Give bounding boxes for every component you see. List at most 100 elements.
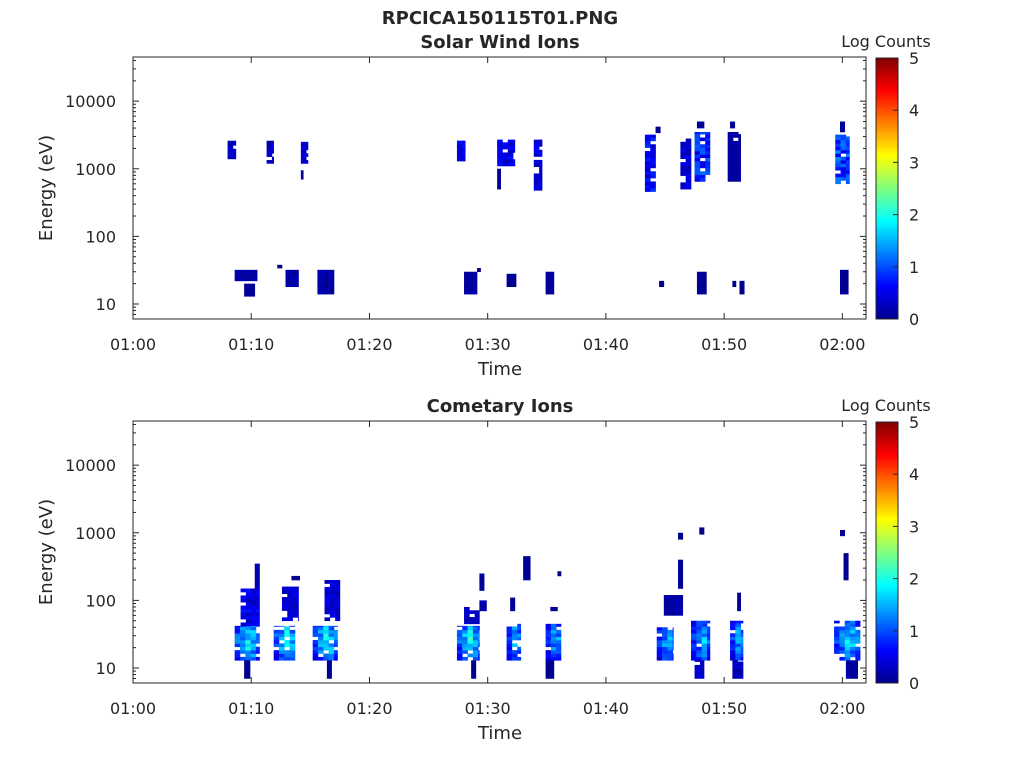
cometary-ions-cluster [506,623,522,661]
cometary-ions-cluster [464,606,480,625]
cometary-ions-cell [856,660,859,662]
cometary-ions-cell [706,620,711,624]
solar-wind-ions-colorbar-tick-label: 5 [909,49,919,68]
solar-wind-ions-cell [333,280,335,285]
solar-wind-ions-cell [290,276,297,281]
cometary-ions-cell [250,656,257,661]
cometary-ions-cell [855,656,861,661]
cometary-ions-cell [556,640,562,644]
cometary-ions-cell [696,636,702,641]
solar-wind-ions-cell [644,184,651,189]
cometary-ions-cell [251,598,257,603]
solar-wind-ions-cell [685,148,692,153]
cometary-ions-cell [844,623,851,627]
cometary-ions-cell [511,636,518,641]
solar-wind-ions-colorbar-label: Log Counts [841,32,931,51]
cometary-ions-cell [839,643,846,648]
solar-wind-ions-cell [497,142,503,146]
solar-wind-ions-cell [845,270,849,275]
solar-wind-ions-cluster [234,269,258,282]
cometary-ions-cell [249,671,251,676]
cometary-ions-cell [855,653,861,658]
solar-wind-ions-cell [705,164,711,169]
cometary-ions-cell [335,580,341,584]
cometary-ions-cell [464,620,470,625]
cometary-ions-cell [839,633,846,637]
solar-wind-ions-xtick-label: 01:10 [228,335,274,354]
solar-wind-ions-cell [705,147,711,152]
solar-wind-ions-cell [694,154,701,159]
cometary-ions-cell [511,656,518,661]
solar-wind-ions-cell [317,277,324,281]
solar-wind-ions-cell [227,155,234,160]
solar-wind-ions-ticks: 01:00 01:10 01:20 01:30 01:40 01:50 02:00 10 100… [65,57,866,354]
cometary-ions-cell [528,576,531,581]
cometary-ions-cell [287,586,293,588]
cometary-ions-cell [289,643,296,648]
solar-wind-ions-cell [705,137,711,142]
cometary-ions-cell [329,580,336,584]
cometary-ions-cell [735,636,741,641]
cometary-ions-cell [324,617,331,622]
cometary-ions-cell [694,671,701,676]
cometary-ions-cell [511,633,518,637]
cometary-ions-cell [328,643,335,648]
solar-wind-ions-cell [680,162,687,166]
cometary-ions-cell [255,646,260,651]
cometary-ions-cell [456,646,463,651]
cometary-ions-cell [323,640,329,644]
solar-wind-ions-cell [650,184,656,189]
solar-wind-ions-cell [533,186,540,191]
cometary-ions-cell [335,607,341,611]
cometary-ions-cell [672,633,674,637]
cometary-ions-cell [834,646,840,651]
solar-wind-ions-cell [296,269,299,274]
solar-wind-ions-cell [497,159,503,163]
cometary-ions-cell [855,623,861,627]
solar-wind-ions-cell [696,121,703,125]
cometary-ions-xtick-label: 01:10 [228,699,274,718]
cometary-ions-cell [556,653,562,658]
cometary-ions-cell [844,633,851,637]
cometary-ions-cell [556,629,562,634]
cometary-ions-cell [281,617,288,622]
cometary-ions-cell [691,629,697,634]
solar-wind-ions-cell [840,166,847,171]
solar-wind-ions-cell [497,185,501,190]
solar-wind-ions-colorbar-ticks: 0 1 2 3 4 5 [893,49,919,329]
solar-wind-ions-cell [497,162,503,167]
cometary-ions-cell [845,664,852,669]
cometary-ions-cell [279,643,285,648]
solar-wind-ions-cell [462,150,466,155]
solar-wind-ions-cell [456,147,463,152]
solar-wind-ions-cluster [533,139,543,191]
cometary-ions-cell [333,643,338,648]
cometary-ions-cell [737,664,744,669]
cometary-ions-cell [691,646,697,651]
cometary-ions-cell [335,613,341,618]
solar-wind-ions-cell [462,140,466,145]
cometary-ions-cell [556,650,562,654]
solar-wind-ions-cell [322,277,329,281]
cometary-ions-cell [550,671,555,676]
cometary-ions-cell [735,629,741,634]
cometary-ions-cell [855,629,861,634]
solar-wind-ions-cell [322,287,329,292]
solar-wind-ions-cell [322,290,329,295]
cometary-ions-cell [479,600,486,602]
solar-wind-ions-cluster [317,269,335,295]
solar-wind-ions-cell [694,134,701,138]
cometary-ions-cell [851,668,857,673]
cometary-ions-cell [244,668,250,673]
solar-wind-ions-ytick-label: 100 [85,227,116,246]
solar-wind-ions-cell [727,164,734,169]
solar-wind-ions-cell [705,144,711,148]
solar-wind-ions-xtick-label: 01:20 [346,335,392,354]
solar-wind-ions-cell [539,153,543,157]
cometary-ions-cell [239,650,246,654]
solar-wind-ions-cell [835,163,841,168]
solar-wind-ions-cell [469,287,475,292]
solar-wind-ions-cell [290,283,297,288]
solar-wind-ions-cell [513,139,516,143]
solar-wind-ions-cell [290,269,297,274]
